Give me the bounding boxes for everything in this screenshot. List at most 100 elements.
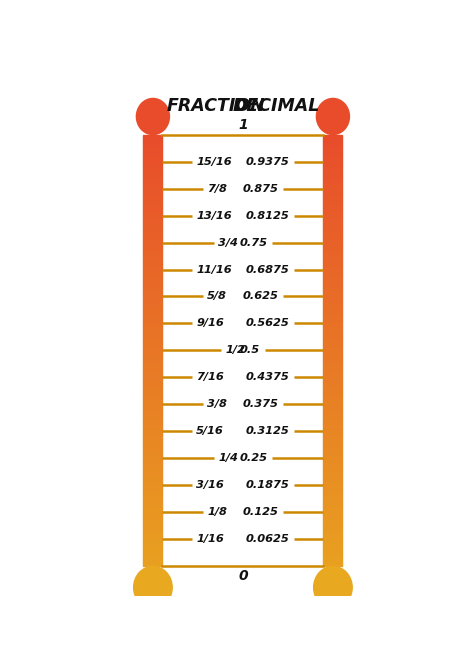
- Bar: [323, 458, 343, 460]
- Bar: [323, 398, 343, 400]
- Bar: [323, 450, 343, 452]
- Bar: [143, 463, 163, 465]
- Bar: [143, 515, 163, 517]
- Bar: [323, 513, 343, 515]
- Bar: [143, 139, 163, 141]
- Ellipse shape: [137, 98, 170, 135]
- Bar: [323, 255, 343, 258]
- Bar: [143, 178, 163, 180]
- Bar: [323, 495, 343, 497]
- Bar: [323, 316, 343, 318]
- Bar: [143, 415, 163, 417]
- Bar: [323, 527, 343, 530]
- Bar: [323, 214, 343, 216]
- Bar: [323, 262, 343, 264]
- Bar: [143, 484, 163, 486]
- Bar: [323, 290, 343, 292]
- Bar: [323, 452, 343, 454]
- Bar: [323, 547, 343, 549]
- Bar: [323, 476, 343, 478]
- Bar: [143, 331, 163, 333]
- Bar: [323, 474, 343, 476]
- Bar: [323, 562, 343, 564]
- Bar: [143, 521, 163, 523]
- Bar: [143, 145, 163, 147]
- Bar: [143, 372, 163, 375]
- Bar: [323, 417, 343, 419]
- Bar: [143, 290, 163, 292]
- Text: 3/8: 3/8: [207, 399, 227, 409]
- Bar: [323, 219, 343, 221]
- Bar: [143, 234, 163, 236]
- Bar: [323, 186, 343, 188]
- Text: 1/8: 1/8: [207, 507, 227, 517]
- Bar: [323, 491, 343, 493]
- Bar: [323, 342, 343, 344]
- Bar: [143, 450, 163, 452]
- Bar: [323, 394, 343, 396]
- Bar: [143, 402, 163, 405]
- Bar: [143, 411, 163, 413]
- Bar: [323, 387, 343, 389]
- Bar: [323, 463, 343, 465]
- Bar: [323, 377, 343, 379]
- Bar: [143, 206, 163, 208]
- Bar: [143, 338, 163, 340]
- Bar: [143, 541, 163, 543]
- Bar: [323, 247, 343, 249]
- Bar: [323, 428, 343, 430]
- Bar: [323, 385, 343, 387]
- Bar: [323, 163, 343, 165]
- Text: 7/8: 7/8: [207, 184, 227, 194]
- Bar: [323, 549, 343, 551]
- Ellipse shape: [316, 98, 349, 135]
- Bar: [143, 511, 163, 513]
- Bar: [323, 338, 343, 340]
- Text: 0.0625: 0.0625: [246, 535, 290, 545]
- Bar: [143, 310, 163, 312]
- Bar: [323, 260, 343, 262]
- Bar: [323, 426, 343, 428]
- Bar: [323, 180, 343, 182]
- Bar: [143, 253, 163, 255]
- Text: 3/4: 3/4: [219, 238, 238, 247]
- Bar: [143, 216, 163, 219]
- Text: DECIMAL: DECIMAL: [232, 97, 319, 115]
- Bar: [143, 288, 163, 290]
- Bar: [323, 245, 343, 247]
- Bar: [143, 350, 163, 352]
- Text: 0.1875: 0.1875: [246, 480, 290, 490]
- Bar: [323, 331, 343, 333]
- Bar: [323, 352, 343, 355]
- Bar: [323, 381, 343, 383]
- Text: 0.375: 0.375: [243, 399, 279, 409]
- Bar: [143, 251, 163, 253]
- Bar: [323, 320, 343, 322]
- Bar: [323, 359, 343, 361]
- Bar: [143, 262, 163, 264]
- Bar: [143, 394, 163, 396]
- Bar: [323, 413, 343, 415]
- Bar: [323, 441, 343, 444]
- Bar: [323, 169, 343, 172]
- Bar: [143, 176, 163, 178]
- Bar: [143, 279, 163, 281]
- Bar: [143, 210, 163, 212]
- Bar: [323, 184, 343, 186]
- Bar: [323, 208, 343, 210]
- Bar: [143, 506, 163, 508]
- Bar: [323, 532, 343, 534]
- Bar: [143, 400, 163, 402]
- Bar: [143, 316, 163, 318]
- Bar: [323, 402, 343, 405]
- Bar: [143, 184, 163, 186]
- Ellipse shape: [134, 566, 172, 608]
- Text: 0.5: 0.5: [240, 346, 260, 356]
- Bar: [143, 158, 163, 161]
- Bar: [143, 219, 163, 221]
- Bar: [143, 441, 163, 444]
- Bar: [323, 167, 343, 169]
- Bar: [143, 361, 163, 363]
- Bar: [143, 517, 163, 519]
- Text: 9/16: 9/16: [196, 318, 224, 328]
